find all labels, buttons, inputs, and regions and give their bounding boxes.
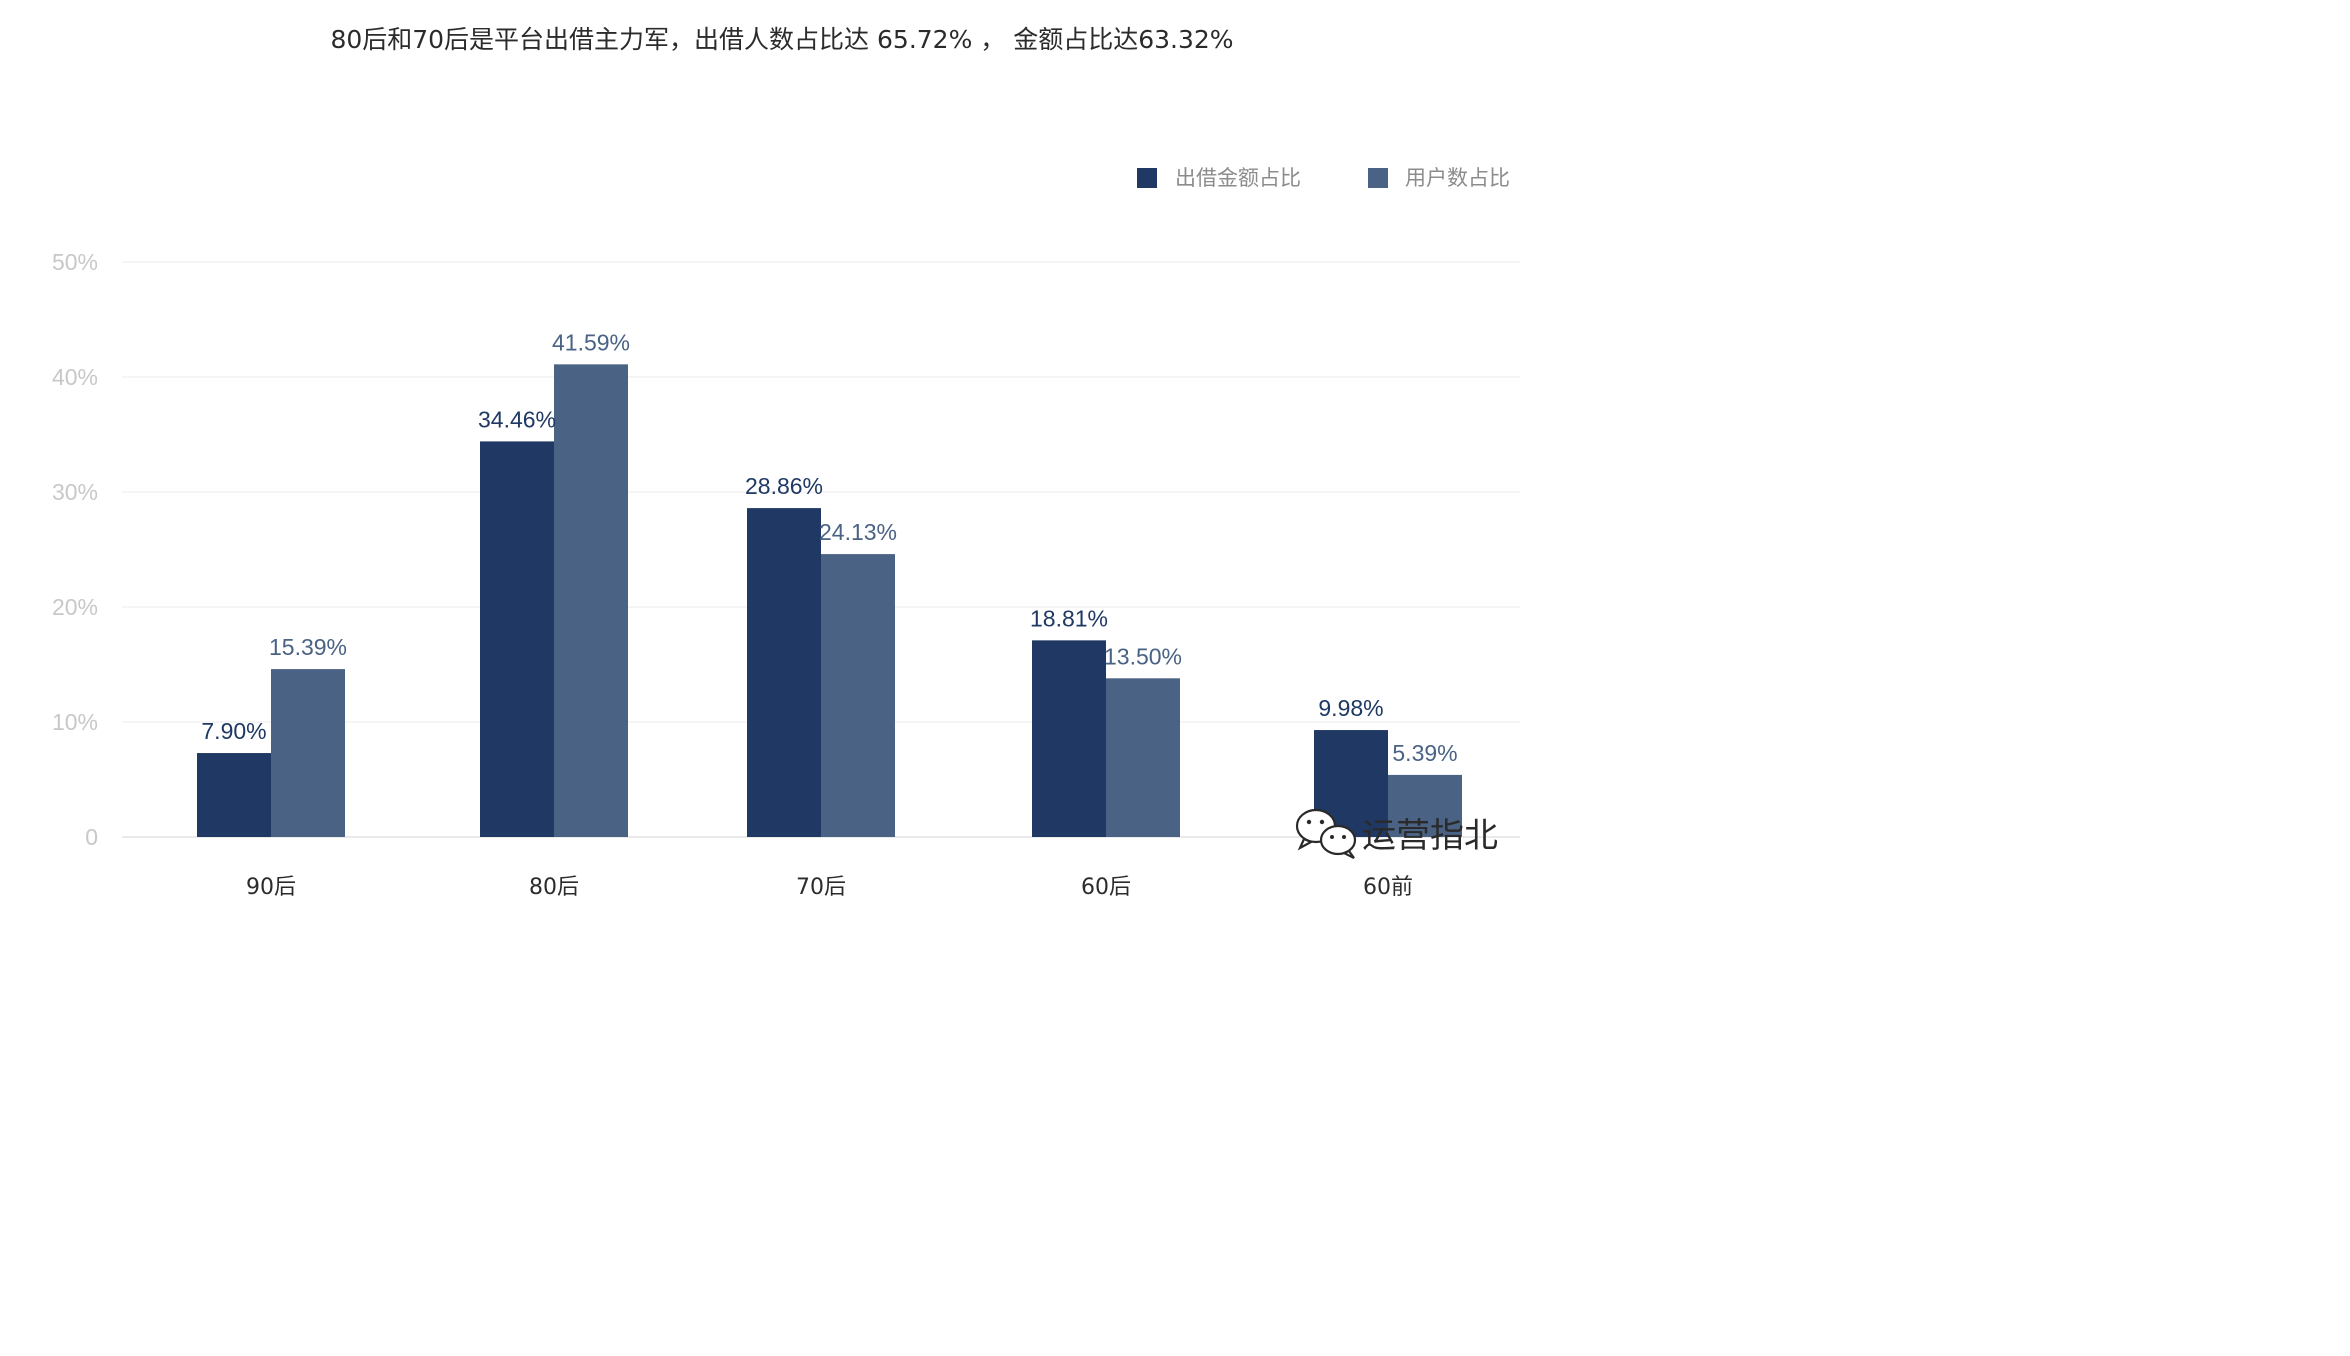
bar-chart: 80后和70后是平台出借主力军，出借人数占比达 65.72% ， 金额占比达63… bbox=[52, 25, 1520, 900]
wechat-icon bbox=[1295, 808, 1357, 859]
bar-loan-amount bbox=[747, 508, 821, 837]
bar-user-count bbox=[1106, 678, 1180, 837]
x-tick-label: 60后 bbox=[1081, 875, 1131, 900]
data-label: 24.13% bbox=[819, 519, 897, 545]
bars bbox=[197, 364, 1462, 837]
y-tick-label: 50% bbox=[52, 249, 98, 275]
x-tick-label: 70后 bbox=[796, 875, 846, 900]
chart-legend: 出借金额占比 用户数占比 bbox=[1137, 166, 1510, 190]
data-label: 5.39% bbox=[1392, 740, 1457, 766]
bar-user-count bbox=[554, 364, 628, 837]
bar-loan-amount bbox=[480, 441, 554, 837]
x-tick-label: 90后 bbox=[246, 875, 296, 900]
bar-user-count bbox=[821, 554, 895, 837]
x-axis-ticks: 90后 80后 70后 60后 60前 bbox=[246, 875, 1413, 900]
data-label: 9.98% bbox=[1318, 695, 1383, 721]
data-label: 15.39% bbox=[269, 634, 347, 660]
data-label: 13.50% bbox=[1104, 643, 1182, 669]
data-label: 28.86% bbox=[745, 473, 823, 499]
y-tick-label: 30% bbox=[52, 479, 98, 505]
data-label: 34.46% bbox=[478, 406, 556, 432]
x-tick-label: 60前 bbox=[1363, 875, 1413, 900]
y-tick-label: 0 bbox=[85, 824, 98, 850]
bar-loan-amount bbox=[197, 753, 271, 837]
watermark-text: 运营指北 bbox=[1362, 816, 1498, 856]
y-tick-label: 40% bbox=[52, 364, 98, 390]
y-tick-label: 10% bbox=[52, 709, 98, 735]
watermark: 运营指北 bbox=[1295, 808, 1498, 859]
bar-loan-amount bbox=[1032, 640, 1106, 837]
bar-user-count bbox=[1388, 774, 1462, 837]
legend-swatch-loan-amount bbox=[1137, 168, 1157, 188]
bar-user-count bbox=[271, 669, 345, 837]
x-tick-label: 80后 bbox=[529, 875, 579, 900]
legend-label-user-count: 用户数占比 bbox=[1405, 166, 1510, 190]
legend-swatch-user-count bbox=[1368, 168, 1388, 188]
data-label: 7.90% bbox=[201, 718, 266, 744]
legend-label-loan-amount: 出借金额占比 bbox=[1175, 166, 1301, 190]
y-axis-ticks: 0 10% 20% 30% 40% 50% bbox=[52, 249, 98, 850]
data-label: 18.81% bbox=[1030, 605, 1108, 631]
chart-title: 80后和70后是平台出借主力军，出借人数占比达 65.72% ， 金额占比达63… bbox=[330, 25, 1233, 54]
data-labels: 7.90% 15.39% 34.46% 41.59% 28.86% 24.13% 18.81… bbox=[201, 329, 1457, 766]
y-tick-label: 20% bbox=[52, 594, 98, 620]
data-label: 41.59% bbox=[552, 329, 630, 355]
